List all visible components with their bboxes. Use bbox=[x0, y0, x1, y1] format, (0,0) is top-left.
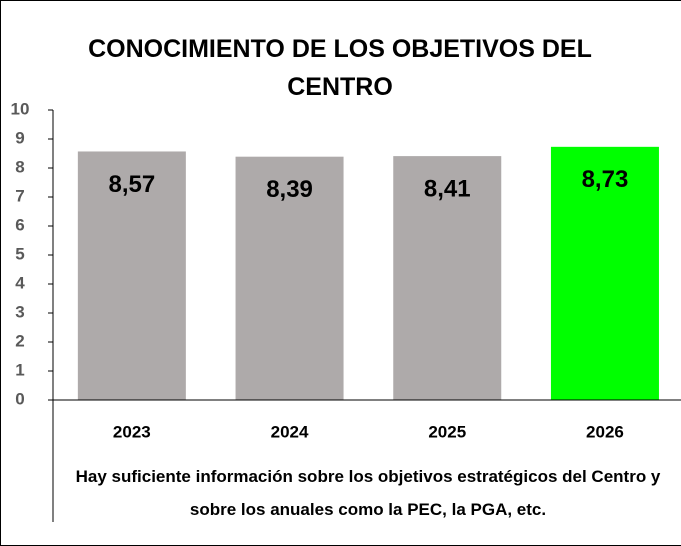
bar bbox=[393, 156, 502, 400]
y-tick-label: 4 bbox=[15, 273, 25, 292]
y-tick-label: 7 bbox=[15, 186, 24, 205]
x-tick-label: 2025 bbox=[428, 422, 466, 441]
y-tick-label: 8 bbox=[15, 157, 24, 176]
bar bbox=[235, 156, 344, 400]
bar bbox=[77, 151, 186, 400]
x-axis-label: Hay suficiente información sobre los obj… bbox=[75, 467, 661, 519]
data-label: 8,57 bbox=[108, 171, 155, 198]
data-label: 8,39 bbox=[266, 176, 313, 203]
bar bbox=[550, 146, 659, 400]
y-tick-label: 2 bbox=[15, 331, 24, 350]
x-tick-label: 2023 bbox=[113, 422, 151, 441]
y-tick-label: 1 bbox=[15, 360, 24, 379]
y-tick-label: 3 bbox=[15, 302, 24, 321]
chart-title: CONOCIMIENTO DE LOS OBJETIVOS DEL CENTRO bbox=[88, 35, 592, 101]
x-tick-label: 2024 bbox=[271, 422, 309, 441]
y-tick-label: 6 bbox=[15, 215, 24, 234]
y-tick-label: 10 bbox=[11, 99, 30, 118]
data-label: 8,73 bbox=[582, 166, 629, 193]
y-tick-label: 5 bbox=[15, 244, 24, 263]
y-tick-label: 9 bbox=[15, 128, 24, 147]
x-tick-label: 2026 bbox=[586, 422, 624, 441]
y-tick-label: 0 bbox=[15, 389, 24, 408]
data-label: 8,41 bbox=[424, 175, 471, 202]
